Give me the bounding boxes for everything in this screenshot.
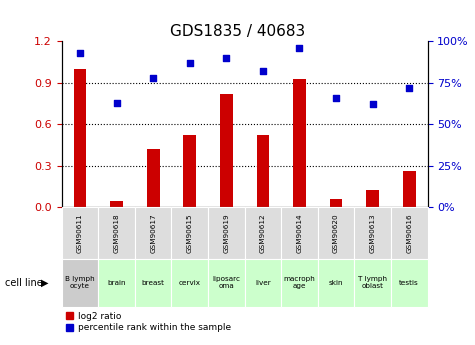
Text: GDS1835 / 40683: GDS1835 / 40683 (170, 24, 305, 39)
Bar (110, 201, 123, 207)
Text: testis: testis (399, 280, 419, 286)
Text: T lymph
oblast: T lymph oblast (358, 276, 387, 289)
Bar (62, 207, 98, 259)
Point (405, 85, 413, 90)
Point (76, 50, 84, 56)
Bar (98, 207, 135, 259)
Bar (245, 259, 281, 307)
Text: GSM90615: GSM90615 (187, 213, 193, 253)
Text: GSM90619: GSM90619 (223, 213, 229, 253)
Point (369, 101, 377, 107)
Text: ▶: ▶ (41, 278, 49, 288)
Text: breast: breast (142, 280, 165, 286)
Bar (183, 135, 196, 207)
Bar (171, 207, 208, 259)
Bar (74, 69, 86, 207)
Bar (98, 259, 135, 307)
Bar (366, 190, 379, 207)
Bar (147, 149, 160, 207)
Bar (354, 259, 391, 307)
Bar (220, 94, 233, 207)
Point (113, 100, 121, 106)
Bar (281, 207, 318, 259)
Text: GSM90618: GSM90618 (114, 213, 120, 253)
Bar (135, 259, 171, 307)
Bar (62, 259, 98, 307)
Point (222, 55, 230, 61)
Bar (318, 259, 354, 307)
Text: macroph
age: macroph age (284, 276, 315, 289)
Bar (391, 259, 428, 307)
Point (149, 75, 157, 81)
Text: GSM90620: GSM90620 (333, 213, 339, 253)
Text: cell line: cell line (5, 278, 42, 288)
Bar (318, 207, 354, 259)
Point (259, 68, 267, 74)
Text: skin: skin (329, 280, 343, 286)
Text: liver: liver (255, 280, 271, 286)
Text: brain: brain (107, 280, 126, 286)
Text: GSM90611: GSM90611 (77, 213, 83, 253)
Bar (245, 207, 281, 259)
Bar (208, 207, 245, 259)
Text: GSM90617: GSM90617 (150, 213, 156, 253)
Bar (403, 171, 416, 207)
Text: GSM90616: GSM90616 (406, 213, 412, 253)
Text: cervix: cervix (179, 280, 201, 286)
Bar (208, 259, 245, 307)
Bar (135, 207, 171, 259)
Text: B lymph
ocyte: B lymph ocyte (65, 276, 95, 289)
Bar (171, 259, 208, 307)
Text: liposarc
oma: liposarc oma (212, 276, 240, 289)
Point (332, 95, 340, 100)
Text: GSM90614: GSM90614 (296, 213, 303, 253)
Bar (281, 259, 318, 307)
Bar (354, 207, 391, 259)
Text: GSM90612: GSM90612 (260, 213, 266, 253)
Bar (293, 79, 306, 207)
Point (186, 60, 194, 66)
Bar (330, 199, 342, 207)
Legend: log2 ratio, percentile rank within the sample: log2 ratio, percentile rank within the s… (66, 312, 231, 332)
Bar (256, 135, 269, 207)
Text: GSM90613: GSM90613 (370, 213, 376, 253)
Point (295, 45, 304, 51)
Bar (391, 207, 428, 259)
